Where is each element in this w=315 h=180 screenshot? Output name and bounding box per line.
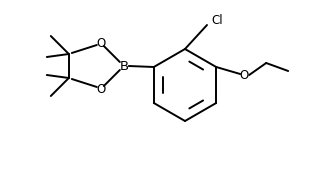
Text: O: O: [239, 69, 249, 82]
Text: B: B: [119, 60, 129, 73]
Text: O: O: [96, 82, 106, 96]
Text: O: O: [96, 37, 106, 50]
Text: Cl: Cl: [211, 14, 223, 26]
